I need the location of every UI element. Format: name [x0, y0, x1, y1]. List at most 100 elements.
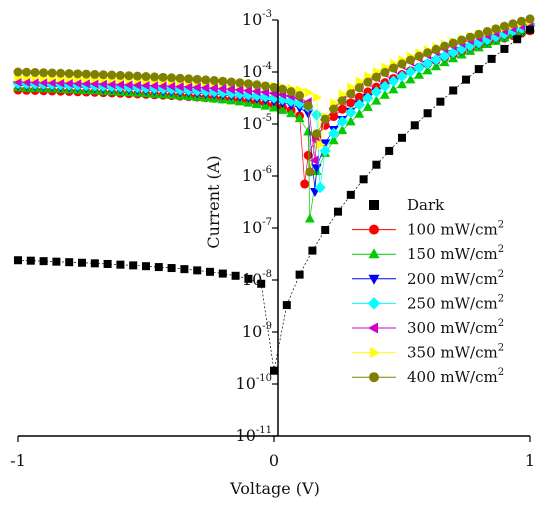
legend-entry: 100 mW/cm2	[352, 220, 504, 239]
data-point	[158, 72, 168, 82]
data-point	[154, 263, 163, 272]
data-point	[362, 92, 374, 104]
legend-unit-exponent: 2	[498, 293, 504, 304]
legend-entry: 300 mW/cm2	[352, 318, 504, 337]
data-point	[225, 84, 235, 95]
data-point	[29, 77, 39, 88]
data-point	[423, 48, 433, 58]
data-point	[206, 267, 214, 276]
legend-entry: Dark	[369, 196, 445, 214]
data-point	[89, 78, 99, 89]
data-point	[14, 256, 22, 265]
data-point	[141, 72, 151, 82]
legend-entry: 250 mW/cm2	[352, 293, 504, 312]
legend-label: 200 mW/cm2	[407, 269, 504, 288]
legend-entry: 150 mW/cm2	[352, 244, 504, 263]
data-point	[414, 69, 425, 79]
legend-marker	[370, 347, 380, 359]
data-point	[260, 100, 271, 110]
y-tick-label: 10-7	[242, 217, 272, 237]
data-point	[243, 85, 252, 96]
data-point	[406, 55, 416, 65]
data-point	[80, 78, 90, 89]
legend-label: 350 mW/cm2	[407, 343, 504, 362]
data-point	[439, 50, 451, 62]
data-point	[379, 80, 391, 92]
data-point	[55, 77, 65, 88]
data-point	[277, 104, 288, 114]
data-point	[166, 81, 176, 92]
legend-name: 300 mW/cm	[407, 319, 498, 337]
data-point	[346, 89, 356, 99]
data-point	[65, 258, 74, 267]
data-point	[30, 67, 40, 77]
data-point	[209, 76, 219, 86]
data-point	[106, 79, 116, 90]
data-point	[353, 99, 365, 111]
data-point	[167, 73, 177, 83]
legend-name: 400 mW/cm	[407, 368, 498, 386]
legend-marker	[369, 224, 379, 235]
data-point	[430, 54, 442, 66]
data-point	[328, 135, 339, 145]
data-point	[260, 81, 270, 91]
data-point	[269, 82, 279, 92]
data-point	[231, 271, 240, 280]
data-point	[278, 84, 288, 94]
data-point	[491, 24, 501, 34]
data-point	[269, 102, 279, 112]
data-point	[334, 207, 342, 216]
legend-unit-exponent: 2	[498, 343, 504, 354]
data-point	[303, 150, 313, 160]
data-point	[39, 257, 48, 266]
data-point	[363, 77, 373, 87]
y-tick-exponent: -8	[262, 269, 272, 280]
data-point	[329, 112, 339, 122]
data-point	[300, 179, 310, 189]
data-point	[404, 66, 417, 78]
data-point	[387, 75, 400, 87]
legend-marker	[369, 200, 379, 210]
data-point	[371, 72, 381, 82]
data-point	[308, 246, 317, 255]
data-point	[499, 21, 509, 31]
legend-name: 150 mW/cm	[407, 245, 498, 263]
data-point	[345, 106, 357, 119]
data-point	[316, 139, 326, 150]
data-point	[47, 68, 57, 78]
legend-marker	[368, 248, 380, 259]
data-point	[244, 274, 253, 283]
data-point	[295, 270, 304, 279]
data-point	[398, 133, 406, 142]
data-point	[423, 109, 432, 118]
data-point	[474, 65, 483, 74]
data-point	[129, 261, 138, 270]
legend-name: 250 mW/cm	[407, 294, 498, 312]
data-point	[380, 67, 390, 77]
data-point	[346, 190, 355, 199]
data-point	[513, 35, 522, 44]
data-point	[64, 69, 74, 79]
data-point	[46, 77, 56, 88]
data-point	[175, 73, 185, 83]
data-point	[313, 92, 323, 103]
data-point	[449, 86, 458, 95]
data-point	[410, 121, 419, 130]
data-point	[336, 116, 348, 128]
data-point	[431, 44, 441, 54]
data-point	[372, 160, 381, 169]
data-point	[52, 257, 61, 266]
data-point	[226, 77, 236, 87]
legend-entry: 400 mW/cm2	[352, 367, 504, 386]
data-point	[337, 125, 348, 135]
data-point	[305, 167, 315, 177]
legend-unit-exponent: 2	[498, 269, 504, 280]
data-point	[257, 279, 266, 288]
data-point	[526, 25, 534, 34]
legend-entry: 350 mW/cm2	[352, 343, 504, 362]
data-point	[337, 96, 347, 106]
data-point	[218, 269, 227, 278]
data-point	[270, 366, 278, 375]
data-point	[73, 69, 83, 79]
